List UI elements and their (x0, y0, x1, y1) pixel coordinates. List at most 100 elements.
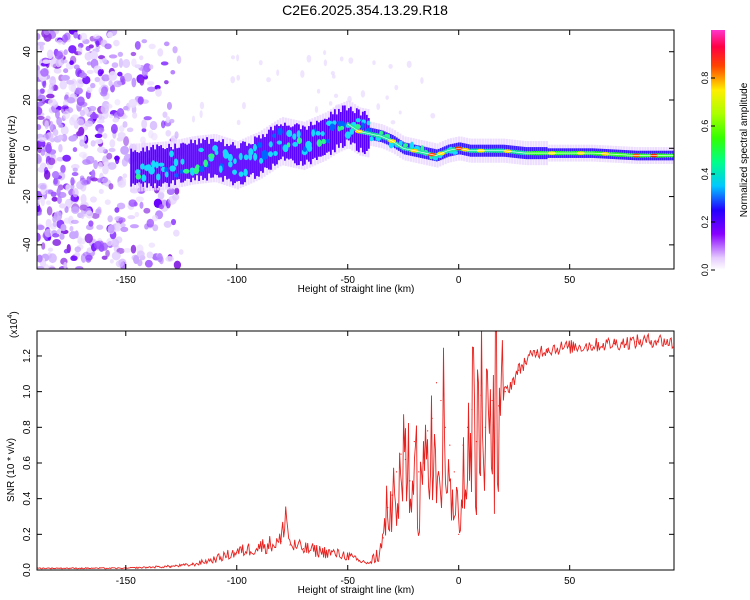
spectrogram-noise-blob (90, 196, 97, 203)
spectrogram-noise-blob (107, 224, 115, 235)
spectrogram-noise-blob (71, 172, 79, 177)
snr-data-point (440, 399, 442, 402)
spectrogram-noise-blob (94, 76, 101, 83)
spectrogram-band (200, 143, 202, 176)
spectrogram-noise-blob (37, 254, 43, 263)
spectrogram-noise-blob (122, 173, 128, 179)
spectrogram-noise-blob (70, 114, 80, 123)
spectrogram-noise-blob (52, 128, 59, 137)
spectrogram-noise-blob (134, 40, 141, 50)
spectrogram-blob (228, 161, 233, 168)
spectrogram-noise-blob (65, 184, 71, 192)
spectrogram-band (244, 141, 246, 183)
spectrogram-noise-blob (37, 65, 40, 72)
spectrogram-band (232, 142, 234, 186)
spectrogram-noise-blob (108, 80, 113, 87)
spectrogram-noise-blob (60, 125, 69, 136)
spectrogram-noise-blob (96, 224, 104, 230)
spectrogram-noise-blob (97, 127, 105, 133)
spectrogram-noise-blob (94, 139, 103, 145)
spectrogram-blob (403, 143, 408, 148)
snr-multiplier-close: ) (9, 311, 20, 314)
spectrogram-noise-blob (46, 206, 53, 216)
spectrogram-noise-blob (163, 41, 170, 47)
spectrogram-noise-blob (102, 164, 109, 175)
spectrogram-noise-blob (43, 30, 51, 36)
snr-data-point (444, 426, 446, 428)
snr-y-tick-label: 0.6 (22, 456, 33, 470)
colorbar: 0.0 0.2 0.4 0.6 0.8 Normalized spectral ampl… (700, 30, 750, 276)
spectrogram-noise-blob (62, 110, 71, 120)
spectrogram-noise-blob (59, 80, 67, 90)
spectrogram-x-tick-label: -150 (116, 275, 136, 286)
snr-data-point (431, 417, 433, 419)
spectrogram-y-label: Frequency (Hz) (7, 116, 18, 185)
spectrogram-noise-blob (37, 89, 42, 99)
spectrogram-noise-blob (130, 51, 137, 57)
spectrogram-noise-blob (166, 187, 175, 196)
snr-data-point (409, 480, 411, 482)
snr-x-tick-label: -50 (341, 576, 356, 587)
spectrogram-noise-blob (132, 112, 138, 119)
snr-x-ticks: -150 -100 -50 0 50 (116, 331, 576, 587)
spectrogram-band (172, 149, 174, 181)
spectrogram-noise-blob (51, 233, 60, 238)
spectrogram-noise-blob (118, 58, 124, 68)
spectrogram-band (130, 148, 133, 187)
snr-data-point (449, 444, 451, 446)
spectrogram-noise-blob (388, 63, 393, 69)
spectrogram-noise-blob (106, 238, 113, 247)
spectrogram-noise-blob (115, 260, 125, 268)
spectrogram-band (216, 141, 218, 176)
spectrogram-frame (36, 29, 675, 270)
spectrogram-noise-blob (88, 105, 97, 112)
spectrogram-blob (267, 151, 274, 157)
spectrogram-band (321, 119, 324, 156)
spectrogram-noise-blob (39, 184, 47, 190)
snr-data-point (480, 394, 482, 396)
spectrogram-blob (268, 141, 273, 148)
snr-y-tick-label: 1.0 (22, 384, 33, 398)
spectrogram-noise-blob (37, 154, 43, 165)
snr-data-point (546, 348, 549, 350)
snr-panel: -150 -100 -50 0 50 0.0 0.2 0.4 0.6 0.8 1.0 1.2 Hei… (6, 311, 675, 596)
spectrogram-noise-blob (50, 191, 57, 197)
spectrogram-blob (135, 169, 141, 175)
spectrogram-noise-blob (66, 243, 71, 254)
spectrogram-noise-blob (171, 218, 177, 226)
spectrogram-noise-blob (173, 229, 180, 237)
spectrogram-noise-blob (37, 224, 45, 231)
spectrogram-blob (311, 129, 316, 137)
spectrogram-band (178, 147, 180, 180)
spectrogram-noise-blob (157, 48, 164, 57)
spectrogram-noise-blob (37, 211, 42, 216)
spectrogram-band (248, 143, 250, 178)
snr-y-ticks: 0.0 0.2 0.4 0.6 0.8 1.0 1.2 (22, 349, 674, 577)
spectrogram-band (315, 120, 318, 160)
spectrogram-band (202, 138, 204, 180)
spectrogram-noise-blob (242, 101, 246, 110)
spectrogram-blob (248, 148, 254, 156)
spectrogram-blob (253, 152, 258, 161)
spectrogram-noise-blob (118, 217, 126, 223)
spectrogram-band (150, 147, 152, 187)
spectrogram-noise-blob (141, 39, 148, 44)
spectrogram-signal-band (130, 100, 674, 192)
spectrogram-noise-blob (162, 111, 168, 118)
snr-data-point (491, 399, 493, 402)
spectrogram-blob (388, 141, 394, 149)
spectrogram-noise-blob (114, 99, 121, 106)
spectrogram-blob (169, 165, 176, 172)
spectrogram-blob (272, 133, 277, 138)
spectrogram-noise-blob (58, 144, 63, 153)
snr-data-point (382, 537, 384, 539)
spectrogram-blob (286, 129, 293, 138)
spectrogram-band (168, 143, 170, 187)
spectrogram-noise-blob (83, 143, 89, 149)
spectrogram-noise-blob (139, 201, 144, 209)
spectrogram-noise-blob (178, 249, 184, 255)
spectrogram-blob (296, 137, 302, 145)
spectrogram-noise-blob (146, 218, 155, 228)
spectrogram-noise-blob (147, 86, 156, 92)
spectrogram-noise-blob (146, 251, 154, 259)
